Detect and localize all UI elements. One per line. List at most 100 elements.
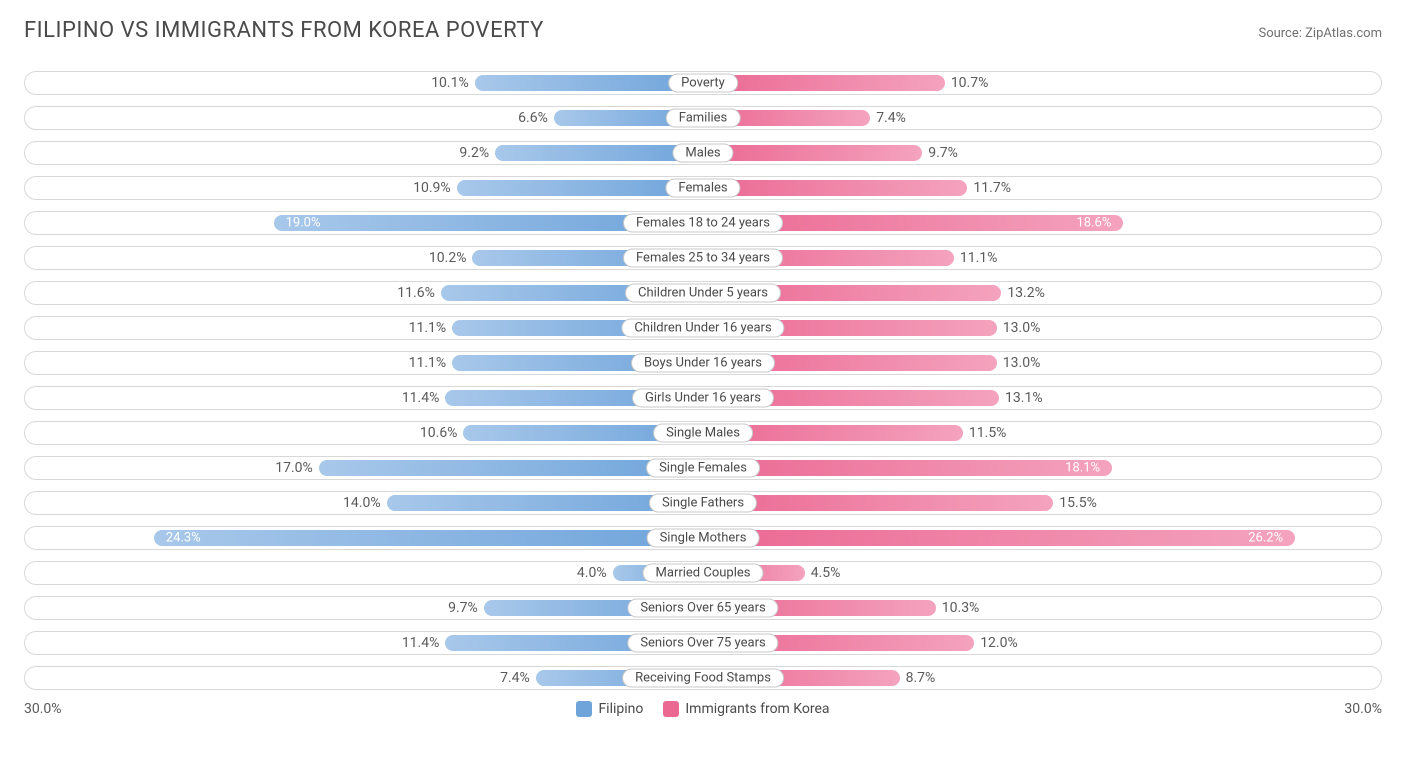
- legend-swatch-left: [576, 701, 592, 717]
- row-right-half: 7.4%: [703, 107, 1381, 129]
- row-left-half: 10.6%: [25, 422, 703, 444]
- row-right-half: 9.7%: [703, 142, 1381, 164]
- row-left-half: 11.4%: [25, 632, 703, 654]
- row-right-half: 10.7%: [703, 72, 1381, 94]
- row-left-half: 9.2%: [25, 142, 703, 164]
- bar-right: [703, 180, 967, 196]
- bar-left: 24.3%: [154, 530, 703, 546]
- row-left-half: 7.4%: [25, 667, 703, 689]
- value-label-left: 14.0%: [337, 495, 387, 511]
- value-label-right: 7.4%: [870, 110, 912, 126]
- chart-row: 10.1%10.7%Poverty: [24, 71, 1382, 95]
- row-left-half: 10.9%: [25, 177, 703, 199]
- chart-header: FILIPINO VS IMMIGRANTS FROM KOREA POVERT…: [24, 18, 1382, 43]
- chart-row: 11.1% 13.0% Children Under 16 years: [24, 316, 1382, 340]
- row-right-half: 11.5%: [703, 422, 1381, 444]
- chart-legend: Filipino Immigrants from Korea: [576, 701, 829, 717]
- value-label-left: 24.3%: [160, 531, 207, 546]
- value-label-left: 9.7%: [442, 600, 484, 616]
- row-left-half: 19.0%: [25, 212, 703, 234]
- value-label-right: 10.3%: [936, 600, 986, 616]
- row-right-half: 15.5%: [703, 492, 1381, 514]
- value-label-left: 17.0%: [269, 460, 319, 476]
- row-right-half: 11.7%: [703, 177, 1381, 199]
- legend-item-right: Immigrants from Korea: [663, 701, 829, 717]
- chart-row: 24.3% 26.2% Single Mothers: [24, 526, 1382, 550]
- row-left-half: 11.4%: [25, 387, 703, 409]
- row-left-half: 11.1%: [25, 317, 703, 339]
- category-label: Receiving Food Stamps: [622, 669, 784, 688]
- bar-right: [703, 145, 922, 161]
- row-left-half: 6.6%: [25, 107, 703, 129]
- chart-row: 11.4%13.1%Girls Under 16 years: [24, 386, 1382, 410]
- chart-row: 9.7% 10.3% Seniors Over 65 years: [24, 596, 1382, 620]
- row-right-half: 10.3%: [703, 597, 1381, 619]
- category-label: Seniors Over 65 years: [627, 599, 778, 618]
- category-label: Single Fathers: [649, 494, 757, 513]
- value-label-right: 18.6%: [1070, 216, 1117, 231]
- category-label: Children Under 16 years: [621, 319, 784, 338]
- chart-row: 6.6%7.4%Families: [24, 106, 1382, 130]
- chart-row: 10.2%11.1%Females 25 to 34 years: [24, 246, 1382, 270]
- value-label-right: 13.1%: [999, 390, 1049, 406]
- row-right-half: 18.1%: [703, 457, 1381, 479]
- category-label: Single Mothers: [647, 529, 760, 548]
- row-right-half: 26.2%: [703, 527, 1381, 549]
- value-label-right: 15.5%: [1053, 495, 1103, 511]
- category-label: Seniors Over 75 years: [627, 634, 778, 653]
- value-label-left: 9.2%: [453, 145, 495, 161]
- row-left-half: 24.3%: [25, 527, 703, 549]
- value-label-left: 11.4%: [396, 635, 446, 651]
- value-label-right: 12.0%: [974, 635, 1024, 651]
- chart-row: 14.0% 15.5% Single Fathers: [24, 491, 1382, 515]
- chart-row: 11.4% 12.0% Seniors Over 75 years: [24, 631, 1382, 655]
- value-label-right: 13.0%: [997, 320, 1047, 336]
- category-label: Females 18 to 24 years: [623, 214, 783, 233]
- chart-title: FILIPINO VS IMMIGRANTS FROM KOREA POVERT…: [24, 18, 544, 43]
- bar-right: 18.1%: [703, 460, 1112, 476]
- bar-right: 26.2%: [703, 530, 1295, 546]
- category-label: Boys Under 16 years: [631, 354, 775, 373]
- value-label-right: 13.2%: [1001, 285, 1051, 301]
- row-left-half: 14.0%: [25, 492, 703, 514]
- value-label-left: 4.0%: [571, 565, 613, 581]
- value-label-right: 10.7%: [945, 75, 995, 91]
- category-label: Single Males: [653, 424, 753, 443]
- category-label: Single Females: [646, 459, 760, 478]
- chart-row: 7.4% 8.7% Receiving Food Stamps: [24, 666, 1382, 690]
- value-label-right: 26.2%: [1242, 531, 1289, 546]
- chart-source: Source: ZipAtlas.com: [1258, 26, 1382, 41]
- chart-row: 9.2% 9.7%Males: [24, 141, 1382, 165]
- value-label-right: 18.1%: [1059, 461, 1106, 476]
- axis-max-right: 30.0%: [1344, 701, 1382, 717]
- value-label-left: 19.0%: [280, 216, 327, 231]
- legend-swatch-right: [663, 701, 679, 717]
- legend-label-right: Immigrants from Korea: [685, 701, 829, 717]
- category-label: Poverty: [668, 74, 738, 93]
- category-label: Children Under 5 years: [625, 284, 781, 303]
- chart-row: 10.9%11.7%Females: [24, 176, 1382, 200]
- value-label-left: 11.1%: [403, 320, 453, 336]
- category-label: Males: [672, 144, 733, 163]
- chart-row: 4.0% 4.5% Married Couples: [24, 561, 1382, 585]
- value-label-right: 8.7%: [900, 670, 942, 686]
- chart-row: 17.0% 18.1% Single Females: [24, 456, 1382, 480]
- chart-row: 19.0% 18.6% Females 18 to 24 years: [24, 211, 1382, 235]
- row-right-half: 13.0%: [703, 352, 1381, 374]
- row-right-half: 13.1%: [703, 387, 1381, 409]
- category-label: Females 25 to 34 years: [623, 249, 783, 268]
- value-label-right: 11.5%: [963, 425, 1013, 441]
- legend-label-left: Filipino: [598, 701, 643, 717]
- row-left-half: 9.7%: [25, 597, 703, 619]
- value-label-right: 4.5%: [805, 565, 847, 581]
- value-label-left: 6.6%: [512, 110, 554, 126]
- axis-max-left: 30.0%: [24, 701, 62, 717]
- row-left-half: 11.6%: [25, 282, 703, 304]
- row-right-half: 13.0%: [703, 317, 1381, 339]
- chart-row: 10.6% 11.5% Single Males: [24, 421, 1382, 445]
- row-right-half: 11.1%: [703, 247, 1381, 269]
- category-label: Married Couples: [643, 564, 764, 583]
- chart-footer: 30.0% Filipino Immigrants from Korea 30.…: [24, 701, 1382, 717]
- value-label-left: 11.4%: [396, 390, 446, 406]
- value-label-right: 13.0%: [997, 355, 1047, 371]
